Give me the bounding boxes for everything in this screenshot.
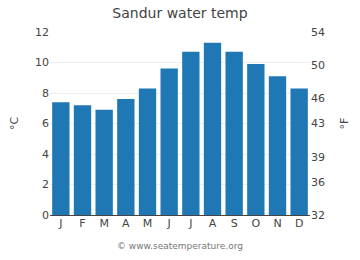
- svg-text:S: S: [231, 217, 238, 230]
- svg-text:M: M: [143, 217, 153, 230]
- svg-text:39: 39: [311, 151, 325, 164]
- svg-text:© www.seatemperature.org: © www.seatemperature.org: [117, 241, 243, 251]
- svg-text:36: 36: [311, 176, 325, 189]
- svg-text:54: 54: [311, 26, 325, 39]
- svg-text:43: 43: [311, 117, 325, 130]
- svg-text:4: 4: [42, 148, 49, 161]
- svg-text:A: A: [122, 217, 130, 230]
- svg-text:50: 50: [311, 59, 325, 72]
- svg-text:°C: °C: [8, 117, 21, 131]
- svg-text:0: 0: [42, 209, 49, 222]
- svg-text:J: J: [58, 217, 62, 230]
- svg-text:12: 12: [35, 26, 49, 39]
- svg-text:N: N: [273, 217, 281, 230]
- svg-text:D: D: [295, 217, 303, 230]
- svg-text:J: J: [167, 217, 171, 230]
- svg-text:10: 10: [35, 56, 49, 69]
- svg-text:6: 6: [42, 117, 49, 130]
- svg-text:Sandur water temp: Sandur water temp: [112, 5, 247, 21]
- svg-text:O: O: [251, 217, 260, 230]
- svg-text:M: M: [99, 217, 109, 230]
- svg-text:°F: °F: [338, 118, 351, 130]
- svg-text:J: J: [188, 217, 192, 230]
- svg-text:F: F: [79, 217, 85, 230]
- svg-text:46: 46: [311, 92, 325, 105]
- svg-text:32: 32: [311, 209, 325, 222]
- svg-text:A: A: [209, 217, 217, 230]
- svg-text:8: 8: [42, 87, 49, 100]
- svg-text:2: 2: [42, 178, 49, 191]
